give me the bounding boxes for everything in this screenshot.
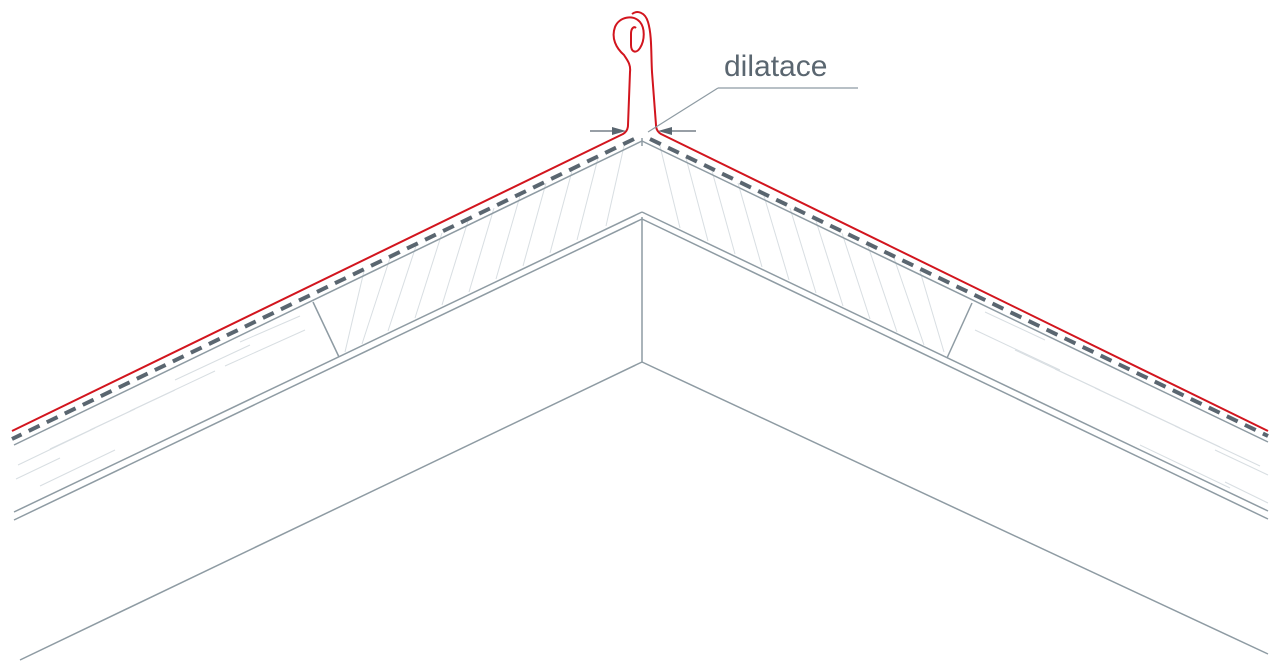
- board-top-line-left: [13, 211, 643, 513]
- gap-arrow-left-head: [612, 127, 626, 135]
- hatch-stroke: [15, 457, 61, 480]
- hatch-stroke: [893, 257, 925, 346]
- hatch-stroke: [441, 220, 469, 306]
- board-bottom-line-left: [13, 218, 643, 521]
- sheet-metal-roofing: [11, 11, 1269, 432]
- board-top-line-right: [641, 211, 1269, 512]
- hatch-stroke: [387, 245, 417, 332]
- hatch-stroke: [495, 195, 521, 280]
- counter-battens: [312, 301, 973, 359]
- hatch-stroke: [1174, 425, 1261, 467]
- separating-membrane: [11, 137, 1269, 441]
- sheet-metal-right-with-seam: [631, 11, 1269, 432]
- hatch-stroke: [17, 427, 96, 466]
- hatch-stroke: [815, 220, 844, 307]
- membrane-right: [649, 137, 1269, 438]
- soffit-line-right: [641, 361, 1269, 655]
- hatch-stroke: [841, 232, 871, 320]
- hatch-stroke: [414, 232, 443, 319]
- hatch-stroke: [239, 315, 301, 343]
- hatch-stroke: [522, 182, 547, 267]
- hatch-stroke: [576, 157, 599, 241]
- hatch-stroke: [763, 195, 790, 281]
- hatch-stroke: [174, 344, 251, 381]
- hatch-stroke: [711, 170, 736, 255]
- annotation-leader: [647, 87, 858, 133]
- hatch-stroke: [344, 270, 365, 353]
- decking-line-right: [641, 140, 1269, 443]
- leader-diagonal: [647, 87, 719, 133]
- hatch-stroke: [685, 157, 709, 242]
- hatch-stroke: [1224, 481, 1269, 504]
- hatch-stroke: [867, 245, 898, 333]
- board-bottom-line-right: [641, 218, 1269, 520]
- hatch-stroke: [39, 449, 116, 487]
- decking-line-left: [13, 140, 643, 446]
- dilatation-gap-arrows: [590, 127, 696, 135]
- hatch-stroke: [789, 207, 817, 294]
- hatch-stroke: [224, 329, 306, 367]
- hatch-stroke: [919, 270, 945, 353]
- hatch-stroke: [549, 170, 573, 254]
- sheet-metal-left-with-seam: [11, 16, 645, 432]
- hatch-stroke: [1139, 444, 1231, 489]
- hatch-stroke: [974, 329, 1061, 371]
- hatch-stroke: [361, 257, 391, 345]
- hatch-stroke: [468, 207, 495, 293]
- dilatation-label: dilatace: [724, 50, 827, 83]
- hatch-stroke: [659, 145, 681, 229]
- hatch-stroke: [737, 182, 763, 268]
- insulation-hatch: [15, 145, 1269, 504]
- soffit-lines: [19, 217, 1269, 661]
- soffit-line-left: [19, 361, 643, 661]
- rafter-board-lines: [13, 211, 1269, 521]
- hatch-stroke: [984, 311, 1046, 341]
- gap-arrow-right-head: [658, 127, 672, 135]
- batten-separator-right: [946, 302, 973, 359]
- hatch-stroke: [1214, 449, 1269, 476]
- decking-lines: [13, 138, 1269, 446]
- hatch-stroke: [605, 145, 625, 227]
- membrane-left: [11, 137, 635, 441]
- batten-separator-left: [312, 301, 340, 358]
